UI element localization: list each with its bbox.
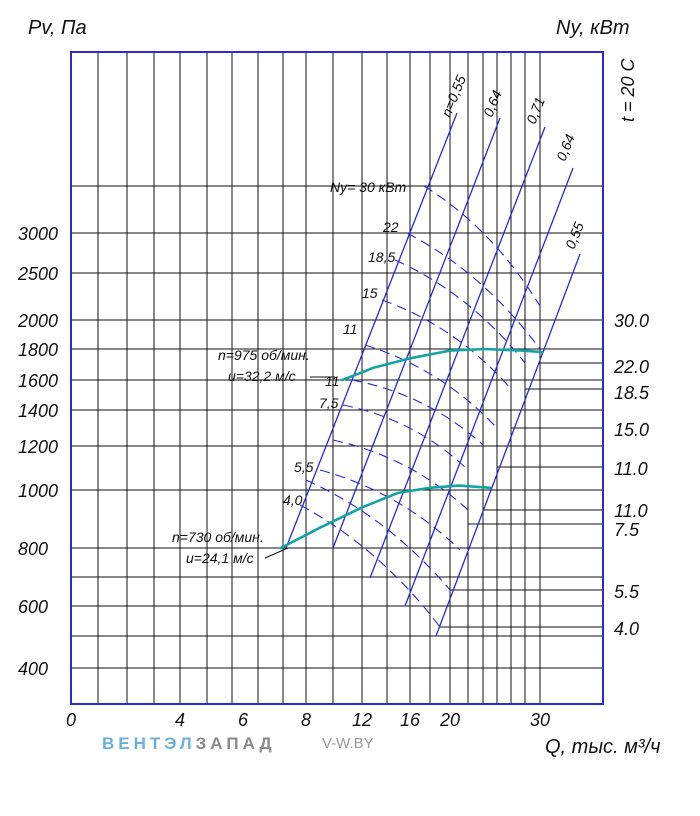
x-tick-label: 16 (400, 710, 421, 730)
y-left-tick-label: 1000 (18, 481, 58, 501)
x-tick-label: 4 (175, 710, 185, 730)
power-dashed-line-6 (342, 404, 469, 471)
x-axis-title: Q, тыс. м³/ч (545, 736, 660, 758)
efficiency-line-0 (285, 112, 458, 549)
y-right-tick-label: 22.0 (613, 357, 649, 377)
power-dashed-line-10 (319, 469, 461, 551)
speed-label: n=730 об/мин. (172, 529, 264, 545)
power-dashed-line-0 (423, 185, 541, 307)
power-label-975: 18,5 (368, 249, 395, 265)
y-left-tick-label: 400 (18, 659, 48, 679)
y-left-tick-label: 3000 (18, 224, 58, 244)
performance-curves (279, 347, 544, 550)
y-right-tick-label: 5.5 (614, 582, 640, 602)
power-label-975: 7,5 (319, 395, 339, 411)
power-lines (299, 185, 541, 628)
chart-labels: 4006008001000120014001600180020002500300… (17, 73, 650, 730)
y-right-tick-label: 15.0 (614, 420, 649, 440)
brand-logo: ВЕНТЭЛЗАПАД (102, 734, 276, 753)
power-dashed-line-9 (332, 439, 469, 511)
x-tick-label: 12 (352, 710, 372, 730)
temperature-note: t = 20 C (618, 57, 638, 122)
power-label-730: 5,5 (294, 459, 314, 475)
efficiency-line-3 (404, 167, 574, 607)
y-right-tick-label: 11.0 (614, 459, 648, 479)
grid-vertical (97, 52, 541, 704)
y-right-tick-label: 11.0 (614, 501, 648, 521)
power-dashed-line-3 (381, 299, 512, 390)
speed-label: n=975 об/мин. (218, 347, 310, 363)
curve-975 (341, 347, 544, 382)
x-tick-label: 8 (301, 710, 311, 730)
power-label-975: 11 (343, 321, 358, 337)
efficiency-label: 0,64 (553, 132, 578, 163)
power-dashed-line-5 (351, 379, 484, 446)
y-right-tick-label: 7.5 (614, 520, 640, 540)
x-tick-label: 0 (66, 710, 76, 730)
y-left-axis-title: Pv, Па (28, 17, 87, 39)
leader-line-730 (264, 547, 289, 559)
brand-name-part1: ВЕНТЭЛ (102, 734, 196, 753)
efficiency-line-1 (332, 117, 501, 549)
y-left-tick-label: 1800 (18, 340, 58, 360)
y-left-tick-label: 1400 (18, 401, 58, 421)
velocity-label: u=24,1 м/с (186, 550, 254, 566)
velocity-label: u=32,2 м/с (228, 368, 296, 384)
power-dashed-line-1 (406, 232, 541, 350)
efficiency-label: n=0,55 (438, 73, 469, 119)
grid-horizontal (71, 185, 603, 669)
x-tick-label: 20 (439, 710, 460, 730)
brand-name-part2: ЗАПАД (196, 734, 276, 753)
x-tick-label: 6 (238, 710, 249, 730)
y-left-tick-label: 2000 (17, 311, 58, 331)
right-power-guides (440, 348, 603, 628)
plot-frame (70, 51, 604, 705)
y-right-tick-label: 30.0 (614, 311, 649, 331)
y-right-axis-title: Ny, кВт (556, 17, 630, 39)
y-left-tick-label: 1200 (18, 437, 58, 457)
y-left-tick-label: 1600 (18, 371, 58, 391)
y-left-tick-label: 600 (18, 597, 48, 617)
y-right-tick-label: 4.0 (614, 619, 639, 639)
power-dashed-line-4 (364, 344, 498, 429)
power-label-975: 11 (325, 373, 340, 389)
brand-url: V-W.BY (322, 735, 374, 752)
efficiency-label: 0,55 (562, 220, 587, 251)
y-right-tick-label: 18.5 (614, 383, 650, 403)
x-tick-label: 30 (530, 710, 550, 730)
y-left-tick-label: 2500 (17, 264, 58, 284)
power-dashed-line-7 (305, 479, 451, 591)
power-dashed-line-2 (394, 259, 526, 364)
power-label-975: Ny= 30 кВт (330, 179, 407, 195)
power-dashed-line-8 (299, 504, 441, 628)
power-label-975: 15 (362, 285, 378, 301)
efficiency-label: 0,64 (480, 88, 505, 119)
power-label-730: 4,0 (283, 492, 303, 508)
efficiency-line-4 (435, 253, 581, 637)
power-label-975: 22 (382, 219, 399, 235)
y-left-tick-label: 800 (18, 539, 48, 559)
efficiency-label: 0,71 (523, 95, 548, 126)
